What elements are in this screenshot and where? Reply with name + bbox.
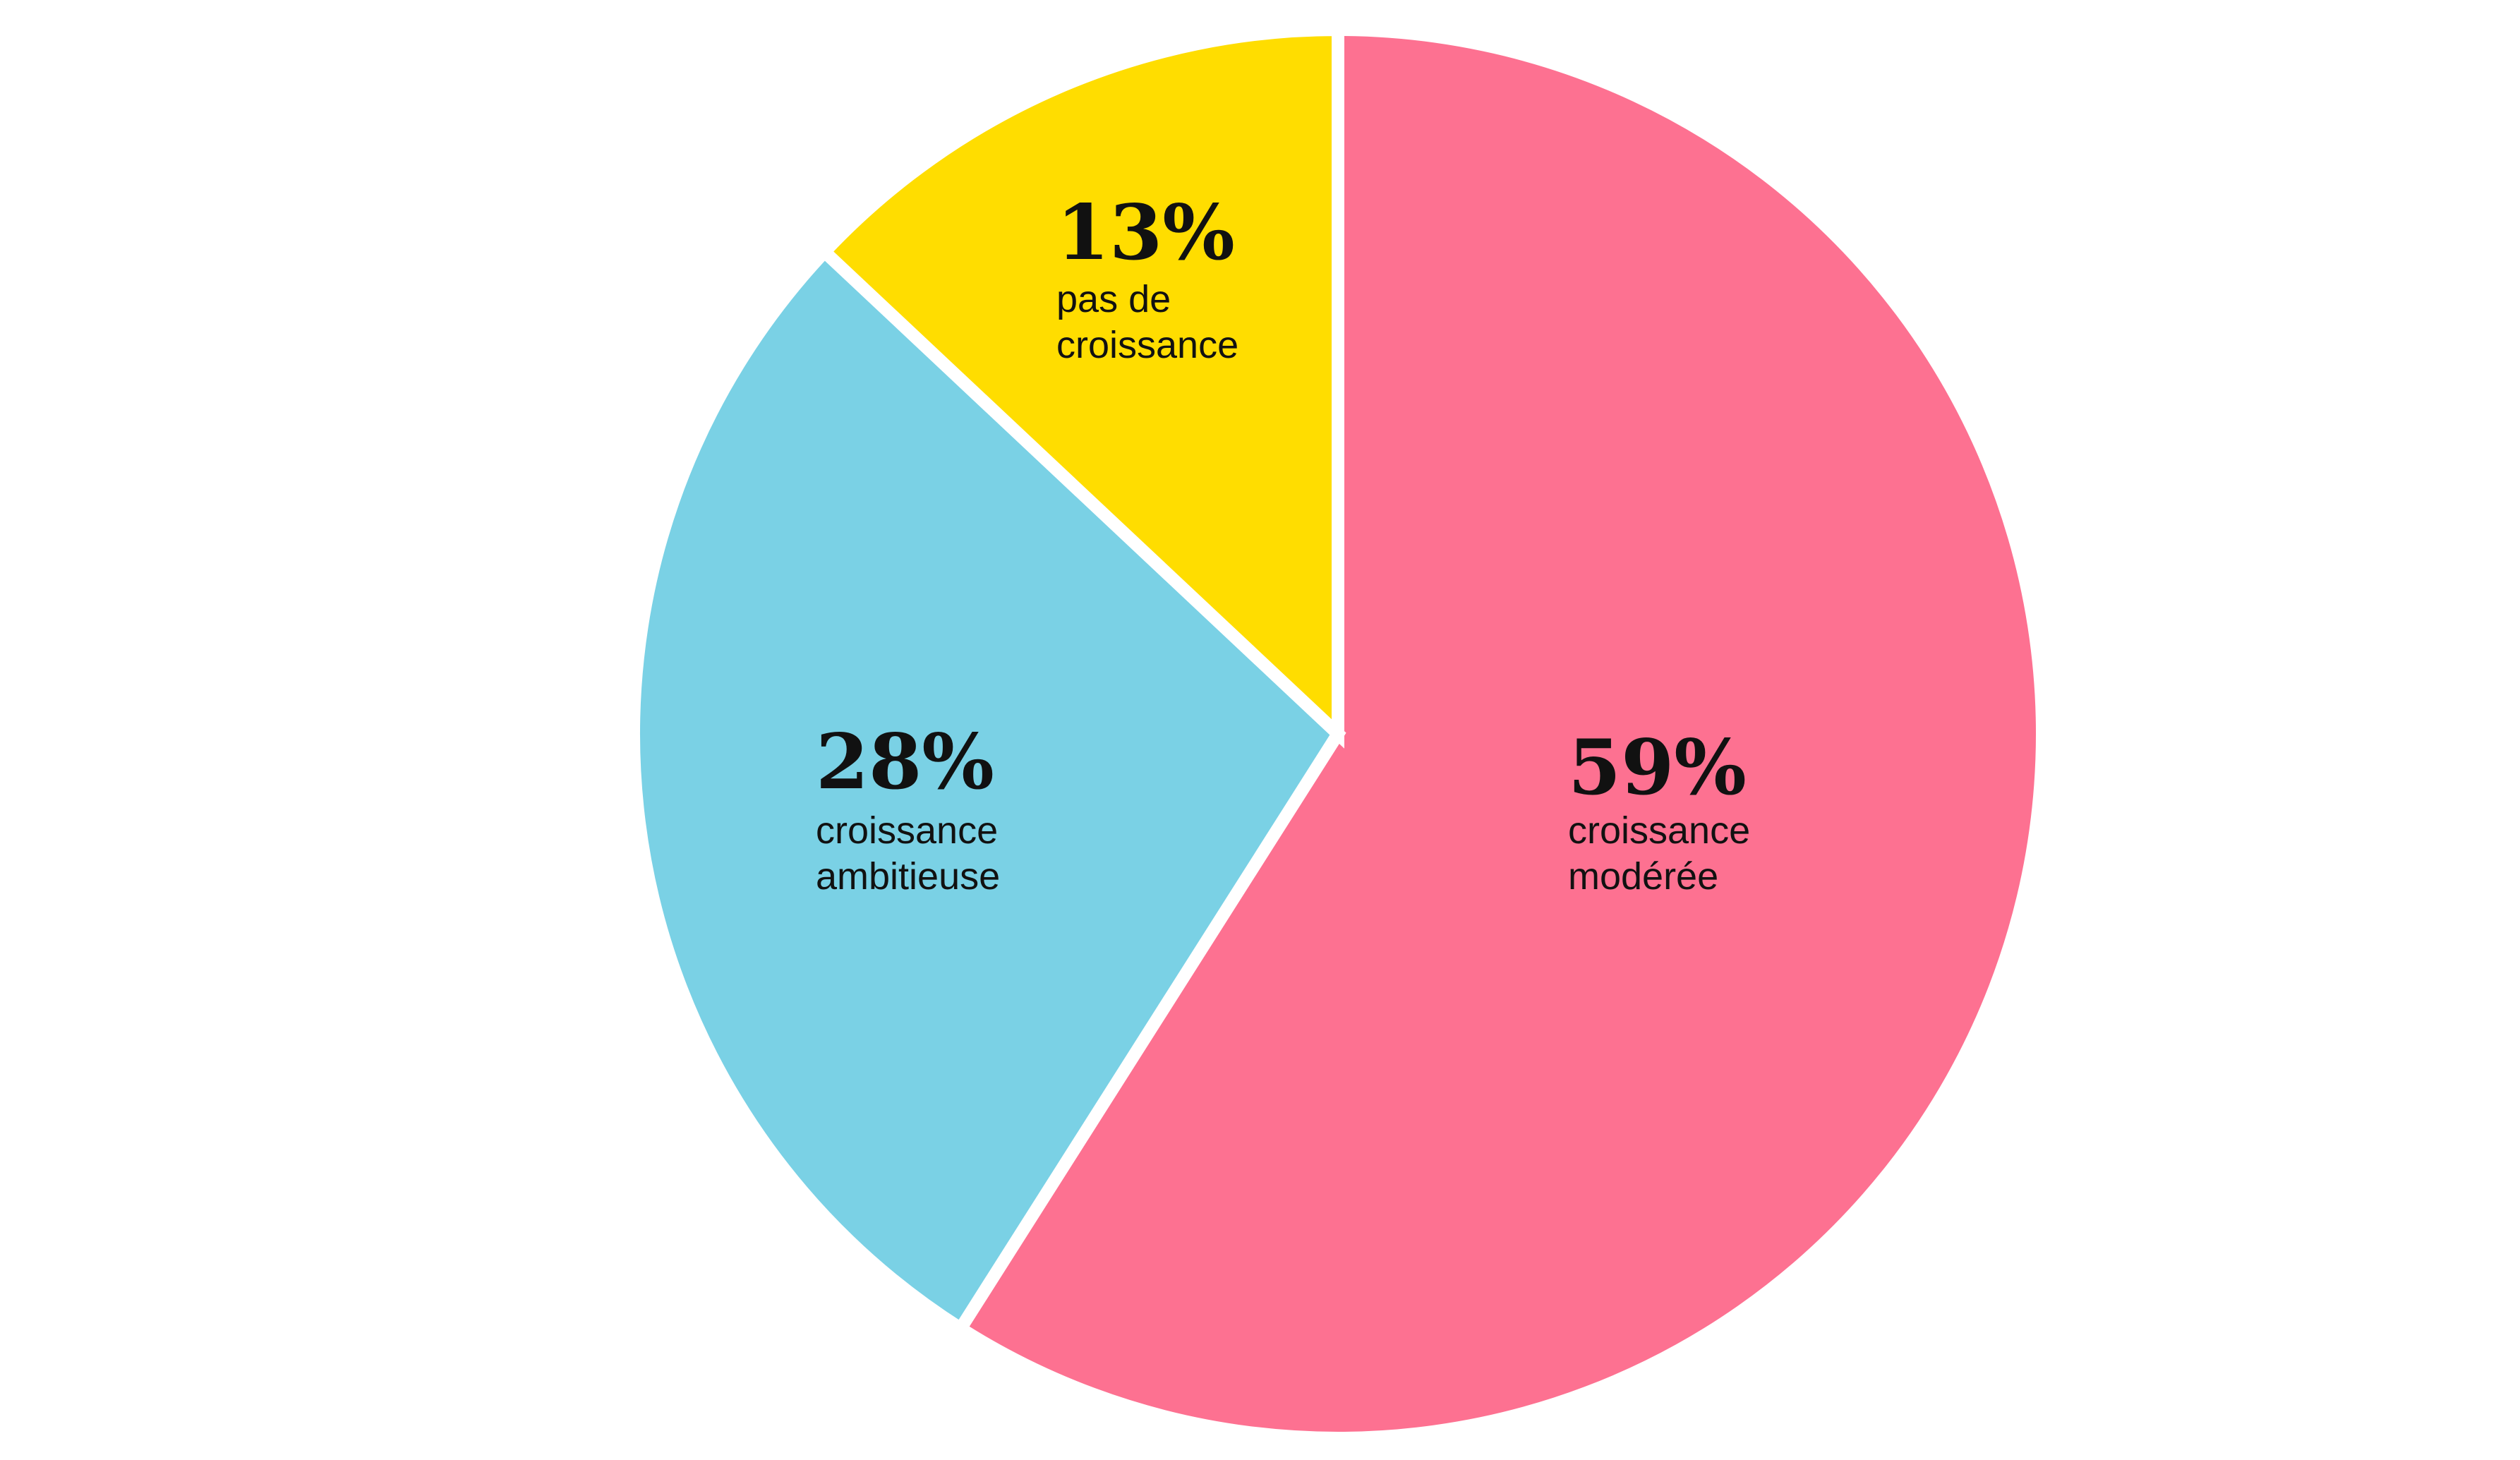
- slice-category-label-pas-line1: pas de: [1056, 278, 1171, 320]
- slice-category-label-ambitieuse-line1: croissance: [816, 809, 998, 852]
- slice-category-label-moderee-line2: modérée: [1568, 855, 1718, 898]
- pie-slice-pas: [815, 23, 1344, 749]
- slice-value-label-moderee: 59%: [1568, 723, 1747, 812]
- slice-category-label-pas-line2: croissance: [1056, 324, 1238, 366]
- slice-category-label-ambitieuse-line2: ambitieuse: [816, 855, 1000, 898]
- pie-slice-moderee: [951, 23, 2049, 1444]
- slice-category-label-moderee-line1: croissance: [1568, 809, 1750, 852]
- pie-labels: 59%croissancemodérée28%croissanceambitie…: [816, 188, 1750, 898]
- pie-slices: [627, 23, 2049, 1444]
- slice-value-label-ambitieuse: 28%: [816, 718, 994, 807]
- pie-slice-ambitieuse: [627, 243, 1346, 1338]
- slice-value-label-pas: 13%: [1056, 188, 1235, 277]
